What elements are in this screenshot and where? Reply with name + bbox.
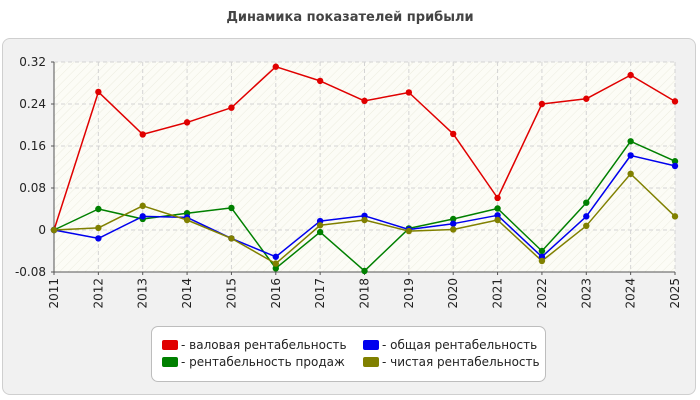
y-tick-label: -0.08 xyxy=(15,265,46,279)
data-point xyxy=(583,95,590,102)
data-point xyxy=(671,98,679,105)
x-tick-label: 2018 xyxy=(358,278,372,309)
data-point xyxy=(50,226,58,234)
legend-label-gross: - валовая рентабельность xyxy=(181,338,347,352)
data-point xyxy=(405,227,413,235)
legend: - валовая рентабельность - общая рентабе… xyxy=(151,326,546,382)
data-point xyxy=(361,97,368,105)
data-point xyxy=(627,152,634,159)
data-point xyxy=(139,213,146,220)
data-point xyxy=(494,205,501,212)
data-point xyxy=(405,89,413,96)
data-point xyxy=(272,253,279,260)
data-point xyxy=(494,216,501,224)
y-tick-label: 0.24 xyxy=(19,97,46,111)
data-point xyxy=(671,158,679,165)
data-point xyxy=(272,63,279,70)
y-tick-label: 0.32 xyxy=(19,55,46,69)
x-tick-label: 2020 xyxy=(446,278,460,309)
chart-title: Динамика показателей прибыли xyxy=(226,10,474,25)
data-point xyxy=(538,100,546,108)
data-point xyxy=(95,88,102,96)
x-tick-label: 2024 xyxy=(624,278,638,309)
x-tick-label: 2012 xyxy=(91,278,105,309)
x-tick-label: 2019 xyxy=(402,278,416,309)
data-point xyxy=(450,215,457,223)
legend-swatch-sales xyxy=(162,357,178,367)
legend-item-net: - чистая рентабельность xyxy=(363,355,540,369)
data-point xyxy=(538,257,546,265)
data-point xyxy=(627,71,634,79)
x-tick-label: 2013 xyxy=(136,278,150,309)
data-point xyxy=(272,260,279,267)
x-tick-label: 2014 xyxy=(180,278,194,309)
data-point xyxy=(450,130,457,138)
data-point xyxy=(627,138,634,145)
data-point xyxy=(228,104,235,111)
legend-label-net: - чистая рентабельность xyxy=(382,355,540,369)
data-point xyxy=(494,194,501,202)
data-point xyxy=(361,267,368,275)
x-tick-label: 2011 xyxy=(47,278,61,309)
x-tick-label: 2016 xyxy=(269,278,283,309)
data-point xyxy=(450,220,457,227)
x-tick-label: 2021 xyxy=(491,278,505,309)
data-point xyxy=(538,247,546,255)
data-point xyxy=(361,216,368,224)
legend-item-gross: - валовая рентабельность xyxy=(162,338,347,352)
data-point xyxy=(183,216,191,224)
x-tick-label: 2015 xyxy=(224,278,238,309)
legend-swatch-gross xyxy=(162,340,178,350)
y-tick-label: 0.16 xyxy=(19,139,46,153)
data-point xyxy=(583,199,590,206)
data-point xyxy=(583,213,590,220)
x-tick-label: 2022 xyxy=(535,278,549,309)
data-point xyxy=(583,222,590,229)
data-point xyxy=(228,204,235,212)
x-tick-label: 2017 xyxy=(313,278,327,309)
legend-item-total: - общая рентабельность xyxy=(363,338,537,352)
data-point xyxy=(450,226,457,233)
data-point xyxy=(494,212,501,219)
legend-swatch-total xyxy=(363,340,379,350)
legend-label-total: - общая рентабельность xyxy=(382,338,538,352)
y-tick-label: 0.08 xyxy=(19,181,46,195)
data-point xyxy=(95,224,102,232)
legend-label-sales: - рентабельность продаж xyxy=(181,355,345,369)
data-point xyxy=(671,213,679,220)
data-point xyxy=(139,131,146,138)
data-point xyxy=(183,119,191,126)
data-point xyxy=(316,228,324,236)
legend-swatch-net xyxy=(363,357,379,367)
data-point xyxy=(228,235,235,242)
data-point xyxy=(272,265,279,272)
legend-item-sales: - рентабельность продаж xyxy=(162,355,345,369)
data-point xyxy=(316,222,324,229)
data-point xyxy=(316,77,324,85)
data-point xyxy=(95,235,102,242)
data-point xyxy=(139,202,146,210)
x-tick-label: 2023 xyxy=(579,278,593,309)
y-tick-label: 0 xyxy=(38,223,46,237)
data-point xyxy=(671,162,679,170)
x-tick-label: 2025 xyxy=(668,278,682,309)
data-point xyxy=(95,205,102,213)
data-point xyxy=(627,170,634,178)
